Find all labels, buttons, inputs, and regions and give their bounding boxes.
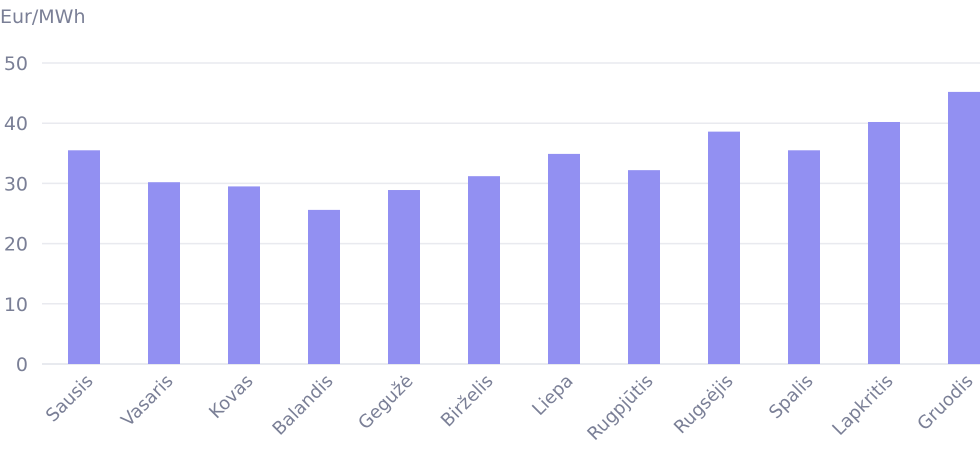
bar-4 xyxy=(388,190,420,364)
bar-6 xyxy=(548,153,580,364)
x-tick-label: Birželis xyxy=(437,371,498,432)
y-tick-label: 40 xyxy=(4,113,28,135)
x-tick-label: Vasaris xyxy=(117,371,177,431)
x-tick-label: Rugsėjis xyxy=(670,371,737,438)
x-tick-label: Rugpjūtis xyxy=(583,371,657,445)
bar-11 xyxy=(948,91,980,365)
bar-3 xyxy=(308,209,340,364)
x-tick-label: Gegužė xyxy=(354,371,417,434)
bar-0 xyxy=(68,150,100,364)
y-tick-label: 50 xyxy=(4,53,28,75)
x-tick-label: Spalis xyxy=(765,371,818,424)
x-tick-label: Lapkritis xyxy=(828,371,897,440)
x-tick-label: Liepa xyxy=(528,371,577,420)
y-tick-label: 10 xyxy=(4,294,28,316)
x-tick-label: Gruodis xyxy=(913,371,977,435)
bar-9 xyxy=(788,150,820,364)
bar-1 xyxy=(148,182,180,364)
y-tick-label: 30 xyxy=(4,173,28,195)
gridlines xyxy=(42,62,980,365)
bar-2 xyxy=(228,186,260,364)
x-axis-ticks: Sausis Vasaris Kovas Balandis Gegužė Birželis… xyxy=(42,371,978,445)
bar-7 xyxy=(628,170,660,364)
y-axis-ticks: 0 10 20 30 40 50 xyxy=(4,53,28,376)
bar-5 xyxy=(468,176,500,364)
bars xyxy=(68,91,980,365)
x-tick-label: Kovas xyxy=(205,371,257,423)
y-tick-label: 0 xyxy=(16,354,28,376)
x-tick-label: Sausis xyxy=(42,371,98,427)
y-tick-label: 20 xyxy=(4,234,28,256)
bar-10 xyxy=(868,121,900,364)
y-axis-unit-label: Eur/MWh xyxy=(0,6,85,28)
bar-8 xyxy=(708,131,740,364)
x-tick-label: Balandis xyxy=(269,371,338,440)
